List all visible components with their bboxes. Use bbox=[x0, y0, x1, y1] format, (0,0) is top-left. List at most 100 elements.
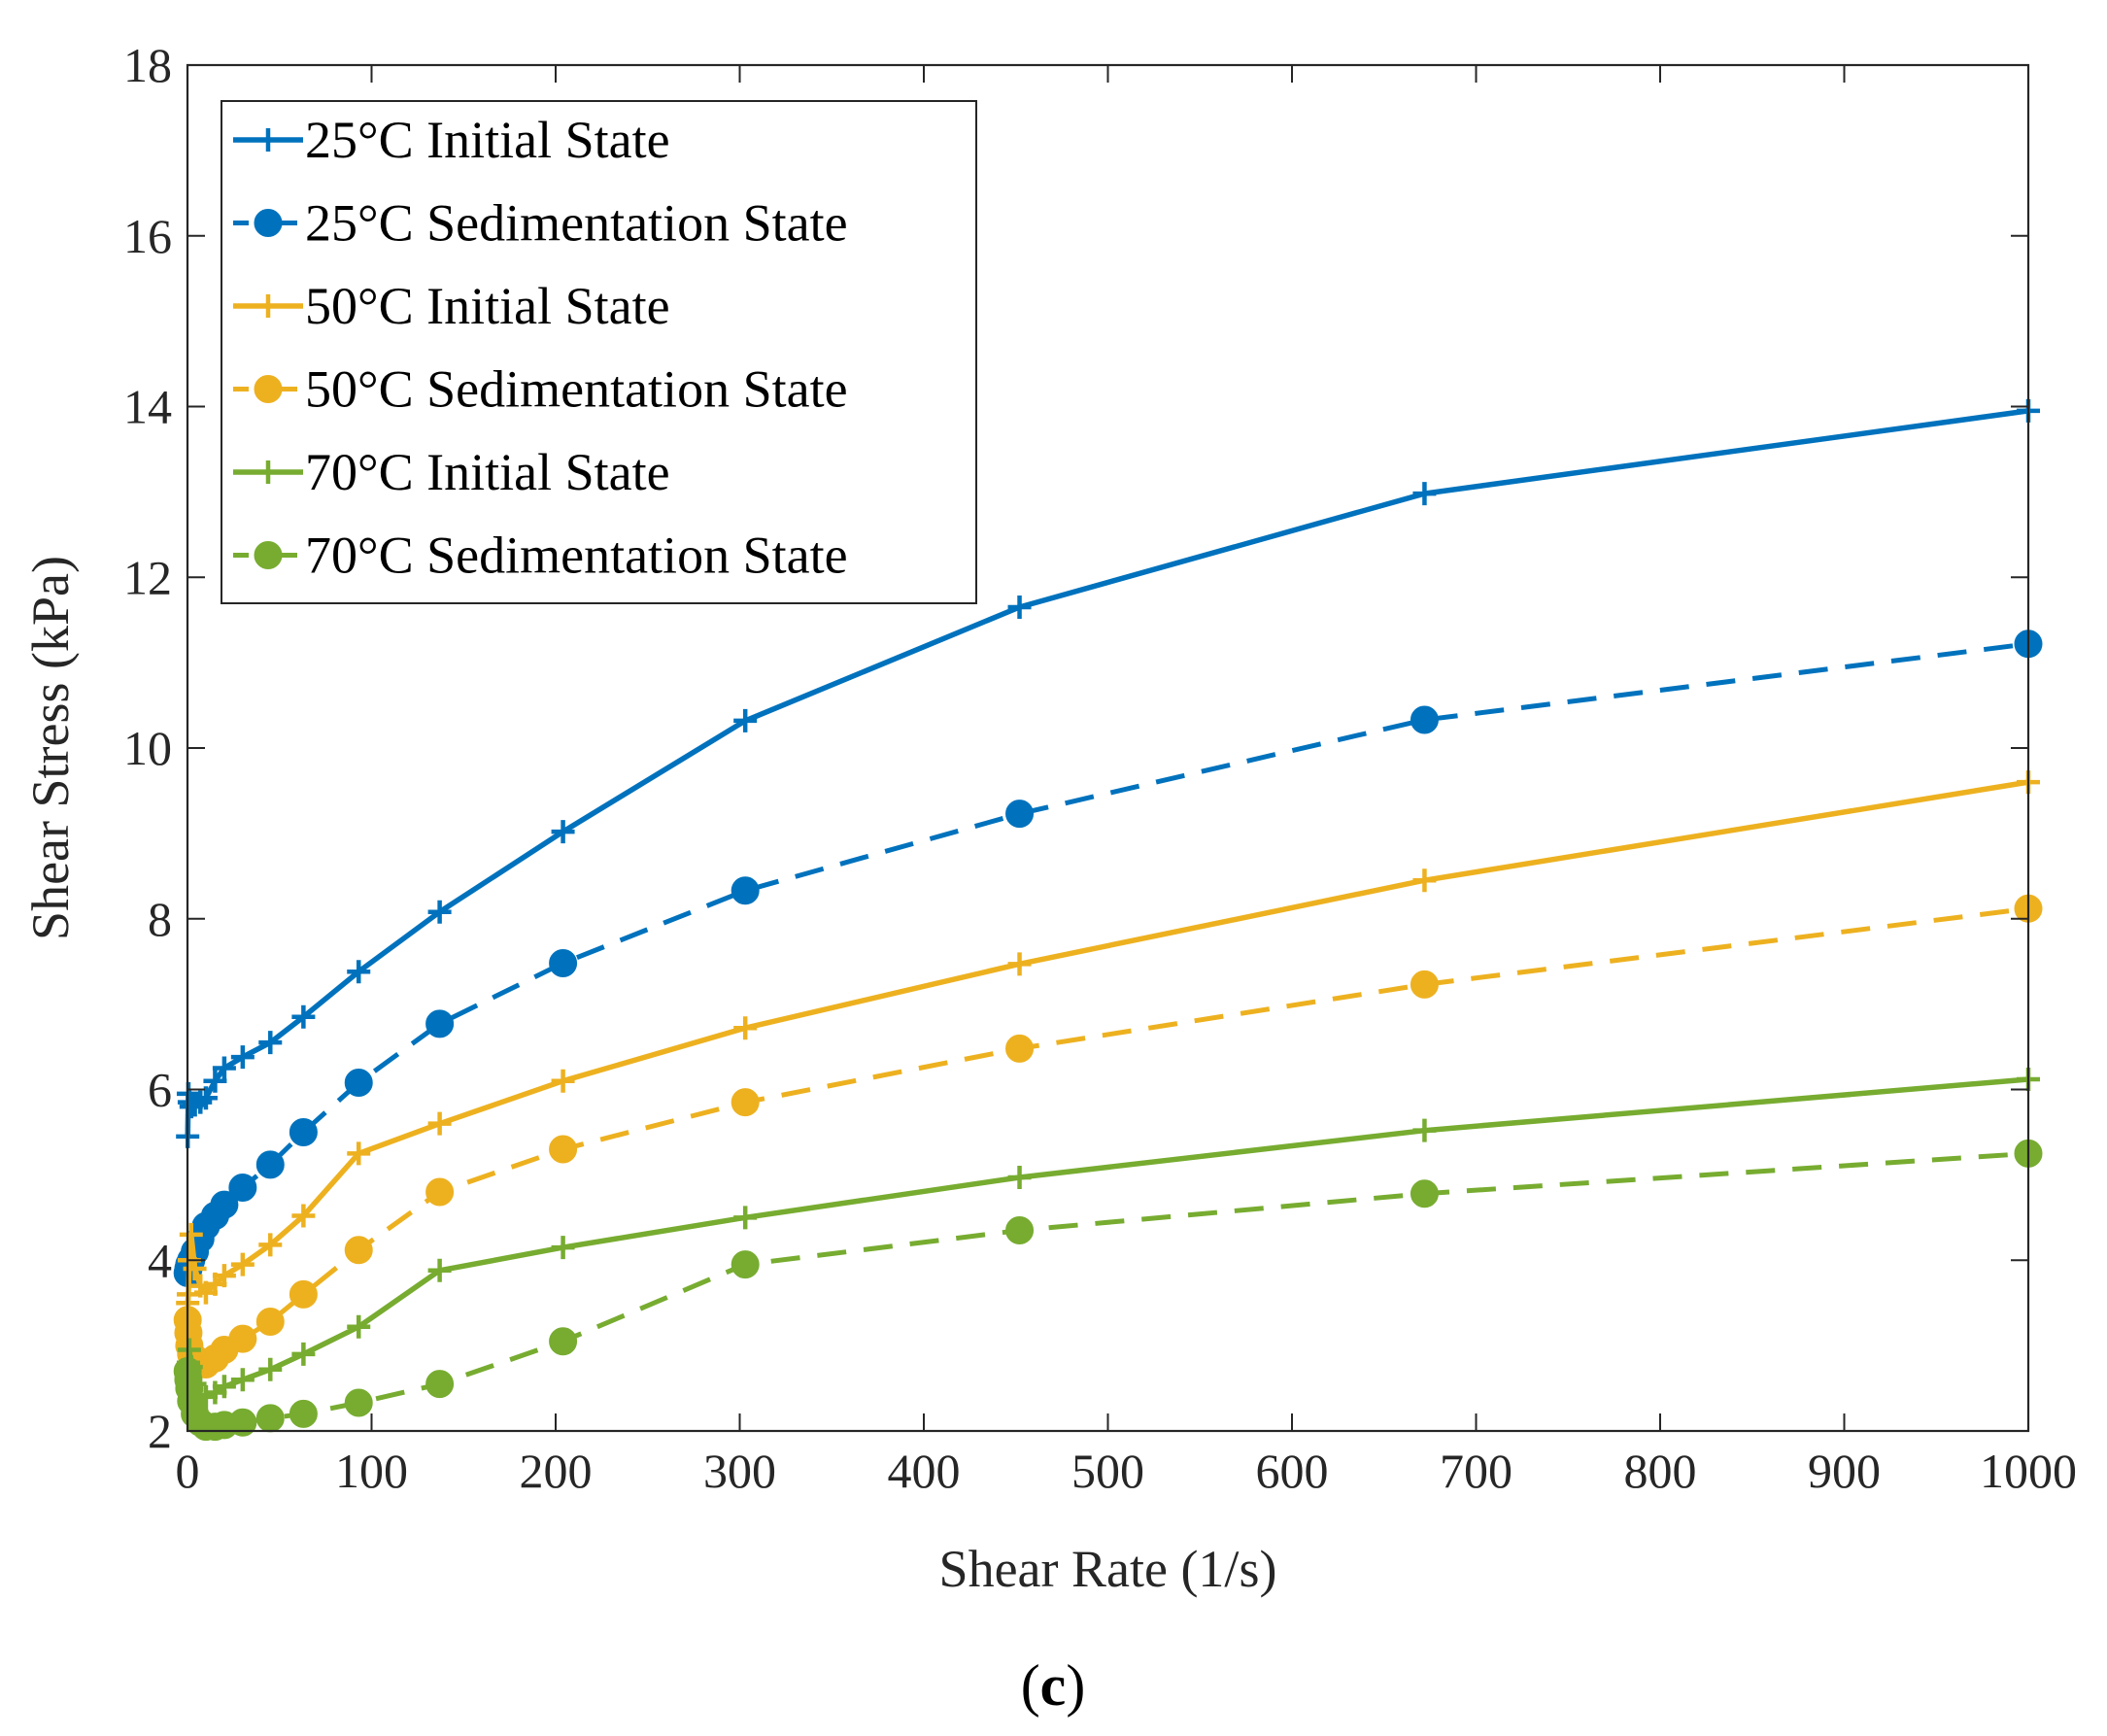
data-point-plus bbox=[203, 1069, 227, 1093]
data-point-plus bbox=[258, 1357, 283, 1381]
data-point-plus bbox=[212, 1375, 236, 1399]
data-point-circle bbox=[549, 948, 578, 977]
data-point-circle bbox=[255, 1150, 285, 1179]
data-point-plus bbox=[1412, 1118, 1437, 1142]
data-point-plus bbox=[179, 1222, 203, 1246]
data-point-circle bbox=[549, 1135, 578, 1164]
y-tick-label: 18 bbox=[123, 38, 172, 92]
data-point-plus bbox=[347, 1141, 371, 1166]
data-point-circle bbox=[549, 1327, 578, 1356]
data-point-circle bbox=[228, 1324, 257, 1353]
x-tick-label: 800 bbox=[1624, 1444, 1697, 1498]
data-point-circle bbox=[1410, 970, 1439, 999]
data-point-circle bbox=[344, 1388, 373, 1417]
figure-caption: (c) bbox=[1021, 1653, 1086, 1718]
data-point-plus bbox=[551, 1069, 575, 1093]
data-point-plus bbox=[551, 1236, 575, 1260]
y-tick-label: 10 bbox=[123, 721, 172, 775]
data-point-circle bbox=[1410, 1179, 1439, 1208]
data-point-plus bbox=[733, 1016, 758, 1040]
data-point-plus bbox=[230, 1045, 255, 1070]
data-point-circle bbox=[1005, 1215, 1035, 1244]
legend-item: 25°C Initial State bbox=[233, 111, 670, 169]
data-point-circle bbox=[1410, 705, 1439, 734]
data-point-plus bbox=[193, 1086, 218, 1110]
data-point-plus bbox=[1007, 596, 1032, 620]
data-point-circle bbox=[425, 1009, 455, 1038]
data-point-plus bbox=[230, 1368, 255, 1392]
data-point-circle bbox=[210, 1190, 239, 1219]
data-point-circle bbox=[254, 375, 283, 403]
data-point-plus bbox=[212, 1264, 236, 1288]
legend-label: 25°C Sedimentation State bbox=[305, 194, 848, 253]
data-point-plus bbox=[427, 900, 452, 924]
data-point-circle bbox=[254, 209, 283, 237]
data-point-circle bbox=[289, 1399, 318, 1428]
legend-item: 70°C Initial State bbox=[233, 443, 670, 501]
y-tick-label: 4 bbox=[148, 1233, 172, 1287]
legend-item: 25°C Sedimentation State bbox=[233, 194, 848, 253]
legend-item: 70°C Sedimentation State bbox=[233, 527, 848, 585]
x-axis-label: Shear Rate (1/s) bbox=[939, 1540, 1277, 1598]
data-point-circle bbox=[255, 1404, 285, 1433]
legend-label: 50°C Initial State bbox=[305, 277, 670, 335]
x-tick-label: 300 bbox=[703, 1444, 776, 1498]
y-tick-label: 14 bbox=[123, 380, 172, 434]
data-point-plus bbox=[256, 294, 280, 318]
data-point-plus bbox=[291, 1004, 316, 1029]
x-tick-label: 1000 bbox=[1980, 1444, 2077, 1498]
y-tick-label: 6 bbox=[148, 1063, 172, 1117]
data-point-plus bbox=[230, 1252, 255, 1276]
data-point-plus bbox=[347, 960, 371, 984]
x-tick-label: 100 bbox=[335, 1444, 408, 1498]
data-point-plus bbox=[1412, 868, 1437, 893]
axis-layer: 0 100 200 300 400 500 600 700 800 900 1000 2 4 6 8 10 12… bbox=[123, 38, 2077, 1498]
data-point-circle bbox=[344, 1236, 373, 1265]
data-point-circle bbox=[425, 1177, 455, 1207]
data-point-plus bbox=[291, 1342, 316, 1366]
legend-label: 70°C Sedimentation State bbox=[305, 527, 848, 585]
data-point-plus bbox=[1007, 1166, 1032, 1190]
data-point-circle bbox=[289, 1279, 318, 1309]
x-tick-label: 900 bbox=[1808, 1444, 1881, 1498]
data-point-plus bbox=[258, 1233, 283, 1257]
x-tick-label: 400 bbox=[888, 1444, 961, 1498]
data-point-circle bbox=[228, 1174, 257, 1203]
x-tick-label: 600 bbox=[1256, 1444, 1329, 1498]
data-point-circle bbox=[425, 1370, 455, 1399]
caption-letter: c bbox=[1040, 1653, 1067, 1718]
data-point-plus bbox=[212, 1056, 236, 1080]
series-70-c-sedimentation-state bbox=[173, 1139, 2043, 1442]
legend-item: 50°C Initial State bbox=[233, 277, 670, 335]
data-point-plus bbox=[733, 1206, 758, 1230]
data-point-circle bbox=[1005, 1034, 1035, 1063]
data-point-plus bbox=[256, 128, 280, 152]
data-point-circle bbox=[1005, 800, 1035, 829]
data-point-circle bbox=[344, 1068, 373, 1097]
data-point-plus bbox=[427, 1258, 452, 1282]
y-tick-label: 2 bbox=[148, 1404, 172, 1458]
data-point-circle bbox=[228, 1408, 257, 1437]
data-point-plus bbox=[347, 1314, 371, 1339]
data-point-plus bbox=[1007, 952, 1032, 976]
data-point-plus bbox=[427, 1111, 452, 1136]
y-tick-label: 8 bbox=[148, 892, 172, 946]
data-point-circle bbox=[731, 876, 760, 905]
caption-close-paren: ) bbox=[1066, 1653, 1085, 1718]
data-point-plus bbox=[258, 1031, 283, 1055]
x-tick-label: 200 bbox=[520, 1444, 593, 1498]
legend-item: 50°C Sedimentation State bbox=[233, 360, 848, 419]
legend-box bbox=[221, 100, 977, 604]
data-point-circle bbox=[255, 1308, 285, 1337]
legend: 25°C Initial State 25°C Sedimentation Sta… bbox=[221, 100, 977, 604]
x-tick-label: 500 bbox=[1071, 1444, 1144, 1498]
x-tick-label: 0 bbox=[176, 1444, 200, 1498]
data-point-plus bbox=[733, 708, 758, 732]
caption-open-paren: ( bbox=[1021, 1653, 1040, 1718]
x-tick-label: 700 bbox=[1440, 1444, 1512, 1498]
data-point-circle bbox=[289, 1117, 318, 1146]
y-tick-label: 12 bbox=[123, 550, 172, 604]
data-point-circle bbox=[731, 1088, 760, 1117]
legend-label: 50°C Sedimentation State bbox=[305, 360, 848, 419]
